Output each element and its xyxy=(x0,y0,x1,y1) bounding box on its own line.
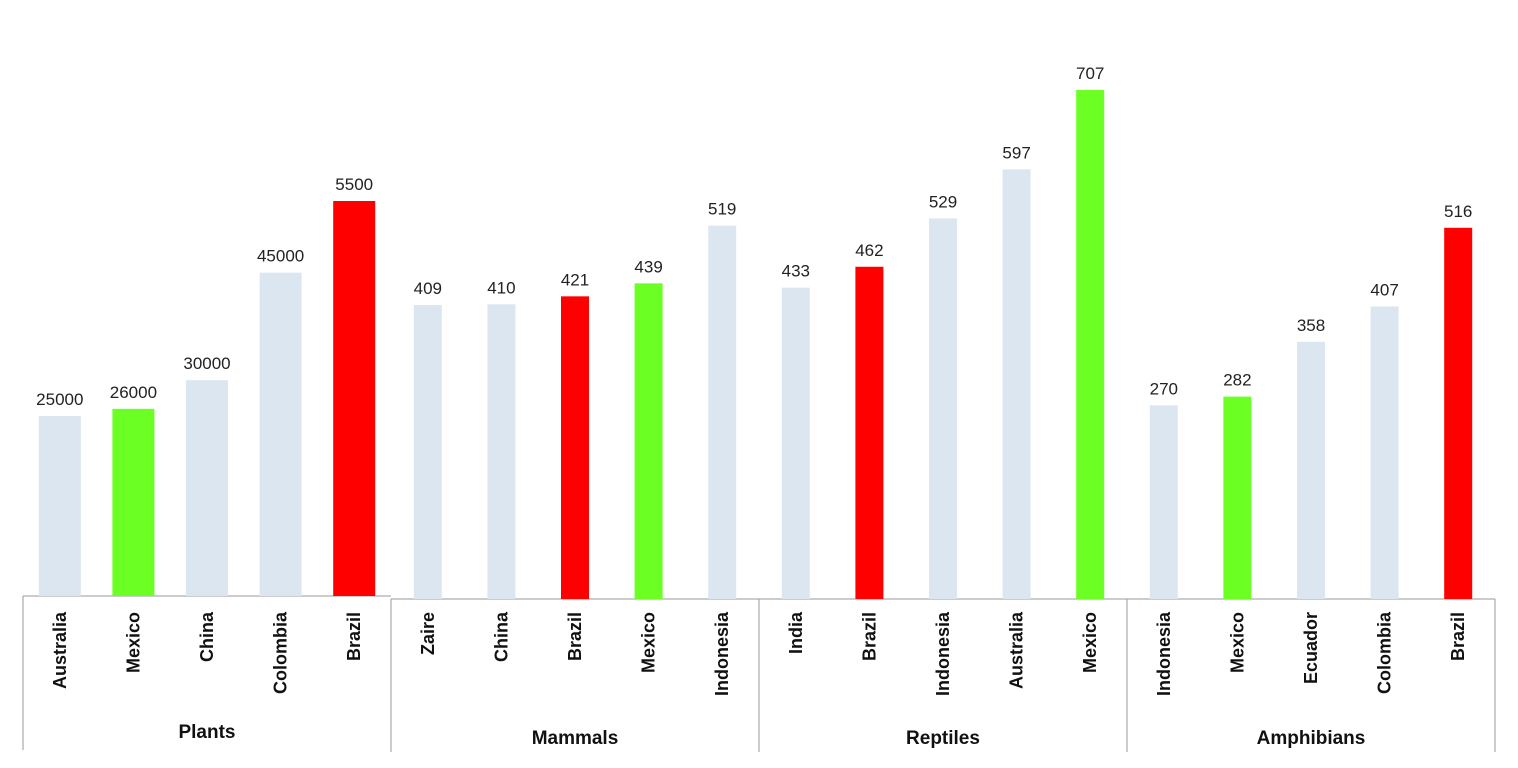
data-label-amphibians-brazil: 516 xyxy=(1444,202,1472,221)
data-label-plants-china: 30000 xyxy=(183,354,230,373)
bar-amphibians-brazil xyxy=(1444,227,1473,600)
category-label-mammals-zaire: Zaire xyxy=(418,612,438,655)
category-label-plants-mexico: Mexico xyxy=(123,612,143,673)
data-label-reptiles-mexico: 707 xyxy=(1076,64,1104,83)
bar-mammals-zaire xyxy=(413,305,442,599)
category-label-mammals-brazil: Brazil xyxy=(565,612,585,661)
bar-reptiles-australia xyxy=(1002,169,1031,599)
group-label-amphibians: Amphibians xyxy=(1257,728,1366,749)
data-label-mammals-mexico: 439 xyxy=(634,257,662,276)
bar-reptiles-brazil xyxy=(855,266,884,599)
data-label-reptiles-australia: 597 xyxy=(1002,143,1030,162)
bar-mammals-china xyxy=(487,304,516,599)
data-label-reptiles-brazil: 462 xyxy=(855,241,883,260)
group-label-plants: Plants xyxy=(178,722,235,743)
bar-amphibians-indonesia xyxy=(1149,405,1178,599)
bar-plants-australia xyxy=(38,416,81,596)
category-label-amphibians-brazil: Brazil xyxy=(1448,612,1468,661)
data-label-plants-brazil: 5500 xyxy=(335,175,373,194)
bar-amphibians-ecuador xyxy=(1297,341,1325,599)
bar-plants-brazil xyxy=(333,201,376,596)
category-label-amphibians-colombia: Colombia xyxy=(1375,611,1395,694)
data-label-reptiles-india: 433 xyxy=(782,262,810,281)
group-label-reptiles: Reptiles xyxy=(906,728,980,749)
category-label-reptiles-india: India xyxy=(786,611,806,654)
category-label-reptiles-australia: Australia xyxy=(1007,611,1027,689)
category-label-mammals-china: China xyxy=(491,611,511,662)
category-label-amphibians-ecuador: Ecuador xyxy=(1301,612,1321,684)
bar-reptiles-mexico xyxy=(1076,90,1105,599)
data-label-mammals-brazil: 421 xyxy=(561,270,589,289)
category-label-reptiles-indonesia: Indonesia xyxy=(933,611,953,696)
data-label-plants-colombia: 45000 xyxy=(257,247,304,266)
group-label-mammals: Mammals xyxy=(532,728,619,749)
bar-plants-china xyxy=(186,380,228,596)
category-label-mammals-indonesia: Indonesia xyxy=(712,611,732,696)
category-label-reptiles-mexico: Mexico xyxy=(1080,612,1100,673)
data-label-amphibians-indonesia: 270 xyxy=(1150,379,1178,398)
category-label-plants-colombia: Colombia xyxy=(271,611,291,694)
data-label-amphibians-ecuador: 358 xyxy=(1297,316,1325,335)
bar-mammals-brazil xyxy=(561,296,589,599)
data-label-amphibians-mexico: 282 xyxy=(1223,371,1251,390)
category-label-plants-china: China xyxy=(197,611,217,662)
category-label-amphibians-indonesia: Indonesia xyxy=(1154,611,1174,696)
data-label-amphibians-colombia: 407 xyxy=(1370,280,1398,299)
category-label-mammals-mexico: Mexico xyxy=(639,612,659,673)
data-label-mammals-zaire: 409 xyxy=(414,279,442,298)
data-label-plants-australia: 25000 xyxy=(36,390,83,409)
label-layer: 25000 Australia 26000 Mexico 30000 China 45000… xyxy=(36,64,1472,749)
category-label-plants-australia: Australia xyxy=(50,611,70,689)
bar-amphibians-mexico xyxy=(1223,396,1252,599)
data-label-mammals-china: 410 xyxy=(487,278,515,297)
category-label-reptiles-brazil: Brazil xyxy=(859,612,879,661)
category-label-amphibians-mexico: Mexico xyxy=(1227,612,1247,673)
data-label-mammals-indonesia: 519 xyxy=(708,200,736,219)
bar-layer xyxy=(38,90,1473,600)
bar-mammals-mexico xyxy=(634,283,663,599)
data-label-plants-mexico: 26000 xyxy=(110,383,157,402)
bar-plants-colombia xyxy=(259,272,302,596)
category-label-plants-brazil: Brazil xyxy=(344,612,364,661)
bar-mammals-indonesia xyxy=(708,225,737,600)
bar-reptiles-india xyxy=(781,287,810,599)
data-label-reptiles-indonesia: 529 xyxy=(929,192,957,211)
bar-reptiles-indonesia xyxy=(929,218,957,599)
bar-plants-mexico xyxy=(112,408,155,596)
bar-amphibians-colombia xyxy=(1370,306,1399,599)
